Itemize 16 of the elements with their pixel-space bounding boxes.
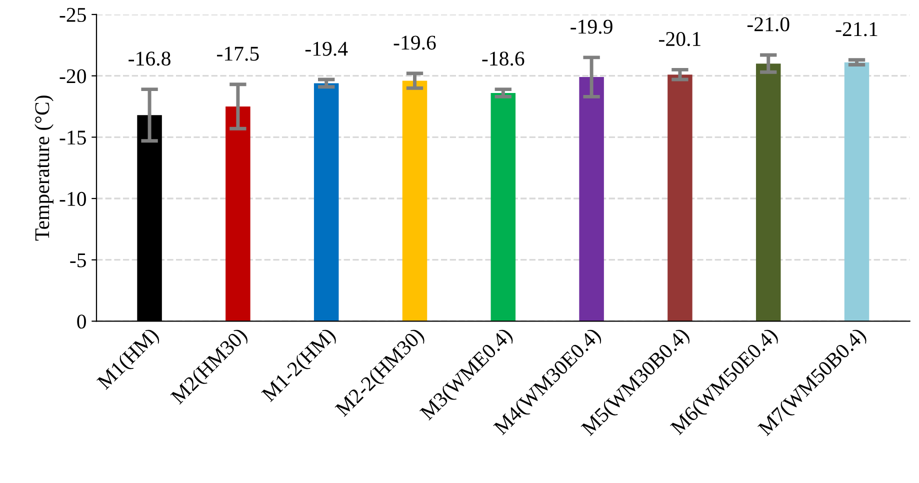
data-label: -18.6 xyxy=(482,52,524,66)
y-tick-label: 0 xyxy=(77,314,86,329)
y-tick-label: -5 xyxy=(70,253,86,268)
data-label: -19.6 xyxy=(394,36,436,50)
y-axis-title: Temperature (°C) xyxy=(34,96,54,241)
data-label: -20.1 xyxy=(659,32,700,46)
y-tick-label: -10 xyxy=(60,192,86,206)
data-label: -16.8 xyxy=(128,52,170,66)
y-tick-label: -15 xyxy=(60,130,86,145)
y-tick-label: -20 xyxy=(60,69,86,84)
data-label: -21.1 xyxy=(836,22,878,36)
data-label: -17.5 xyxy=(217,46,259,61)
y-tick-label: -25 xyxy=(60,8,86,22)
data-label: -19.9 xyxy=(570,20,612,34)
data-label: -19.4 xyxy=(305,42,348,56)
data-label: -21.0 xyxy=(747,17,790,32)
